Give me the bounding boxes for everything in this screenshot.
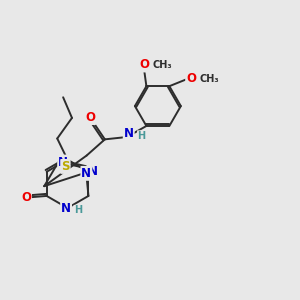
Text: O: O <box>85 111 95 124</box>
Text: CH₃: CH₃ <box>200 74 220 84</box>
Text: O: O <box>21 191 31 204</box>
Text: N: N <box>88 165 98 178</box>
Text: N: N <box>61 202 71 214</box>
Text: CH₃: CH₃ <box>152 60 172 70</box>
Text: S: S <box>61 160 70 173</box>
Text: O: O <box>139 58 149 71</box>
Text: N: N <box>81 167 91 180</box>
Text: H: H <box>74 206 82 215</box>
Text: N: N <box>58 155 68 169</box>
Text: O: O <box>186 72 196 85</box>
Text: H: H <box>138 131 146 141</box>
Text: N: N <box>124 127 134 140</box>
